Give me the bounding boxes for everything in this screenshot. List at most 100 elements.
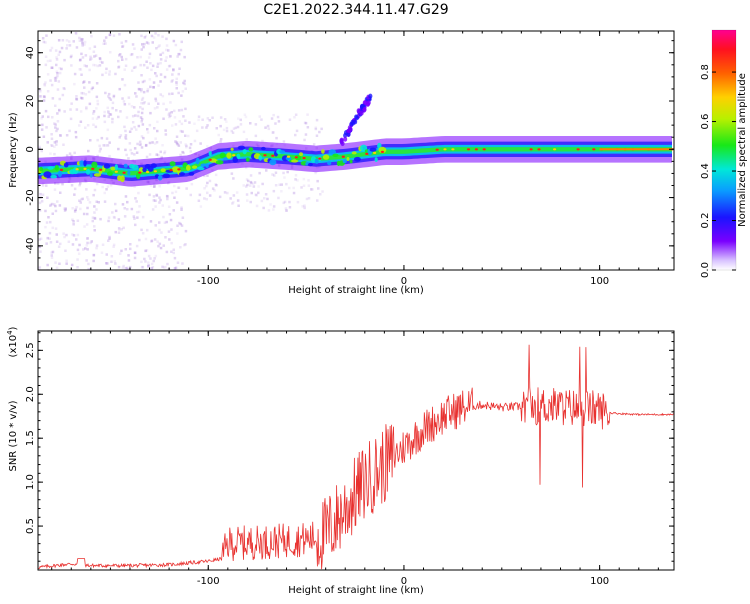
spectrogram-noise-cell: [165, 68, 169, 71]
spectrogram-noise-cell: [150, 34, 154, 38]
spectrogram-noise-cell: [85, 188, 88, 191]
spectrogram-noise-cell: [121, 203, 125, 206]
spectrogram-noise-cell: [177, 91, 180, 95]
spectrogram-noise-cell: [247, 179, 250, 183]
spectrogram-noise-cell: [199, 205, 203, 208]
spectrogram-noise-cell: [130, 127, 133, 131]
spectrogram-noise-cell: [153, 257, 156, 260]
spectrogram-noise-cell: [176, 232, 179, 235]
x-tick-label: 100: [590, 276, 609, 287]
spectrogram-noise-cell: [180, 208, 183, 211]
spectrogram-track-blob: [245, 157, 250, 162]
spectrogram-noise-cell: [80, 52, 83, 56]
spectrogram-noise-cell: [69, 55, 73, 59]
spectrogram-noise-cell: [104, 91, 107, 95]
spectrogram-noise-cell: [56, 72, 59, 75]
spectrogram-noise-cell: [147, 254, 151, 258]
spectrogram-noise-cell: [156, 65, 159, 68]
spectrogram-noise-cell: [310, 188, 313, 191]
spectrogram-noise-cell: [162, 102, 165, 106]
spectrogram-noise-cell: [112, 245, 115, 248]
spectrogram-noise-cell: [141, 123, 145, 126]
spectrogram-noise-cell: [148, 153, 152, 156]
spectrogram-noise-cell: [155, 193, 158, 197]
spectrogram-noise-cell: [100, 251, 104, 254]
spectrogram-noise-cell: [53, 141, 57, 144]
spectrogram-noise-cell: [159, 58, 163, 61]
spectrogram-noise-cell: [48, 237, 51, 240]
spectrogram-noise-cell: [75, 46, 79, 49]
spectrogram-noise-cell: [46, 141, 49, 144]
spectrogram-track-blob: [127, 170, 131, 176]
spectrogram-noise-cell: [118, 87, 121, 91]
spectrogram-noise-cell: [149, 184, 153, 187]
spectrogram-noise-cell: [172, 68, 175, 72]
spectrogram-noise-cell: [63, 209, 67, 212]
spectrogram-noise-cell: [149, 85, 152, 89]
spectrogram-noise-cell: [184, 119, 187, 122]
spectrogram-noise-cell: [136, 142, 139, 146]
spectrogram-noise-cell: [175, 141, 179, 144]
spectrogram-noise-cell: [133, 217, 136, 220]
spectrogram-track-blob: [236, 153, 241, 159]
spectrogram-noise-cell: [124, 248, 127, 251]
spectrogram-noise-cell: [75, 98, 79, 101]
spectrogram-noise-cell: [159, 80, 162, 83]
spectrogram-noise-cell: [75, 205, 78, 209]
spectrogram-peak-dot: [59, 168, 64, 171]
spectrogram-noise-cell: [40, 200, 44, 203]
spectrogram-noise-cell: [222, 128, 226, 132]
spectrogram-axes: -100 0 100 -40 -20 0 20 40: [25, 31, 674, 287]
y-tick-label: -40: [25, 238, 36, 254]
spectrogram-noise-cell: [86, 237, 89, 240]
spectrogram-noise-cell: [167, 49, 170, 52]
spectrogram-noise-cell: [82, 81, 85, 84]
spectrogram-peak-dot: [294, 156, 298, 159]
spectrogram-noise-cell: [254, 134, 258, 138]
spectrogram-noise-cell: [104, 144, 108, 147]
spectrogram-noise-cell: [108, 33, 112, 37]
spectrogram-noise-cell: [316, 199, 319, 202]
spectrogram-noise-cell: [91, 216, 95, 219]
spectrogram-noise-cell: [63, 58, 66, 62]
y-tick-label: 40: [25, 46, 36, 59]
spectrogram-track-blob: [50, 174, 57, 179]
spectrogram-peak-dot: [380, 150, 384, 153]
spectrogram-noise-cell: [49, 241, 53, 244]
spectrogram-noise-cell: [70, 102, 73, 105]
spectrogram-noise-cell: [68, 129, 71, 133]
spectrogram-noise-cell: [161, 265, 164, 269]
spectrogram-noise-cell: [117, 59, 120, 63]
spectrogram-noise-cell: [165, 44, 169, 47]
spectrogram-noise-cell: [109, 113, 113, 116]
spectrogram-noise-cell: [273, 174, 276, 177]
colorbar-tick-label: 0.8: [700, 64, 711, 80]
spectrogram-noise-cell: [142, 102, 145, 105]
spectrogram-noise-cell: [58, 204, 62, 207]
spectrogram-noise-cell: [90, 35, 93, 38]
spectrogram-noise-cell: [252, 185, 256, 188]
spectrogram-noise-cell: [54, 209, 58, 213]
spectrogram-noise-cell: [163, 75, 167, 79]
spectrogram-track-blob: [322, 154, 330, 160]
spectrogram-noise-cell: [79, 96, 83, 100]
spectrogram-peak-dot: [286, 155, 291, 158]
spectrogram-track-blob: [120, 175, 125, 183]
spectrogram-noise-cell: [286, 170, 289, 174]
spectrogram-noise-cell: [231, 131, 235, 134]
spectrogram-noise-cell: [51, 116, 54, 119]
spectrogram-track-blob: [47, 166, 54, 170]
spectrogram-noise-cell: [124, 136, 127, 139]
spectrogram-track-blob: [328, 149, 337, 156]
spectrogram-noise-cell: [137, 191, 140, 195]
spectrogram-noise-cell: [108, 141, 111, 144]
spectrogram-track-blob: [54, 164, 59, 171]
spectrogram-noise-cell: [150, 267, 153, 270]
spectrogram-noise-cell: [184, 143, 187, 146]
y-tick-label: 1.0: [25, 474, 36, 490]
spectrogram-noise-cell: [294, 178, 297, 181]
spectrogram-noise-cell: [225, 120, 228, 123]
spectrogram-noise-cell: [95, 182, 99, 186]
spectrogram-noise-cell: [86, 206, 89, 210]
spectrogram-noise-cell: [206, 124, 209, 127]
